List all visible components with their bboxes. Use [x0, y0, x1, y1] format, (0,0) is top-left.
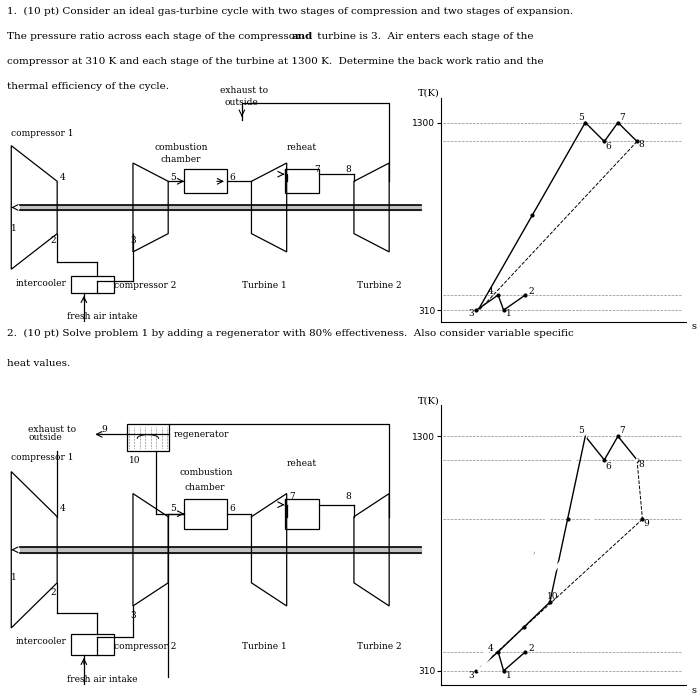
Text: 2.  (10 pt) Solve problem 1 by adding a regenerator with 80% effectiveness.  Als: 2. (10 pt) Solve problem 1 by adding a r…: [7, 329, 574, 338]
Text: Turbine 2: Turbine 2: [357, 281, 402, 290]
Text: 3: 3: [468, 671, 474, 680]
Text: T(K): T(K): [418, 396, 440, 405]
Text: combustion: combustion: [154, 143, 208, 152]
Text: 3: 3: [131, 611, 136, 620]
Text: T(K): T(K): [418, 89, 440, 98]
Text: 10: 10: [547, 591, 559, 600]
Text: 3: 3: [131, 236, 136, 245]
Text: 7: 7: [289, 491, 295, 500]
Text: compressor 1: compressor 1: [11, 129, 74, 138]
Text: 4: 4: [487, 287, 493, 296]
Text: 6: 6: [229, 173, 234, 182]
Text: combustion: combustion: [180, 468, 233, 477]
Text: 8: 8: [638, 460, 644, 469]
Text: 4: 4: [487, 644, 493, 653]
Text: reheat: reheat: [287, 459, 317, 468]
Text: 5: 5: [578, 113, 584, 122]
Text: 6: 6: [229, 504, 234, 512]
Text: 10: 10: [129, 456, 140, 465]
Bar: [71, 276, 113, 293]
Text: 7: 7: [314, 165, 320, 174]
Text: compressor 2: compressor 2: [113, 642, 176, 651]
Bar: [284, 169, 319, 193]
Text: 1: 1: [506, 671, 512, 680]
Text: fresh air intake: fresh air intake: [66, 312, 137, 321]
Text: The pressure ratio across each stage of the compressor: The pressure ratio across each stage of …: [7, 32, 303, 41]
Text: compressor 2: compressor 2: [113, 281, 176, 290]
Text: 4: 4: [60, 173, 65, 182]
Text: 7: 7: [620, 426, 625, 435]
Bar: [71, 634, 113, 655]
Text: heat values.: heat values.: [7, 359, 70, 368]
Bar: [184, 498, 227, 528]
Text: 2: 2: [528, 287, 533, 296]
Text: 9: 9: [644, 519, 650, 528]
Text: 2: 2: [51, 236, 57, 245]
Text: chamber: chamber: [184, 482, 225, 491]
Text: 2: 2: [51, 588, 57, 597]
Text: intercooler: intercooler: [16, 637, 66, 647]
Text: 9: 9: [101, 424, 106, 433]
Text: 8: 8: [345, 165, 351, 174]
Text: 5: 5: [170, 504, 176, 512]
Text: 8: 8: [638, 140, 644, 149]
Text: s: s: [692, 686, 696, 696]
Text: 2: 2: [528, 644, 533, 653]
Text: outside: outside: [225, 99, 258, 107]
Text: compressor at 310 K and each stage of the turbine at 1300 K.  Determine the back: compressor at 310 K and each stage of th…: [7, 57, 544, 66]
Text: 1: 1: [506, 309, 512, 318]
Text: thermal efficiency of the cycle.: thermal efficiency of the cycle.: [7, 82, 169, 92]
Bar: [284, 498, 319, 528]
Text: 6: 6: [606, 463, 611, 471]
Text: 8: 8: [345, 491, 351, 500]
Text: 6: 6: [606, 142, 611, 151]
Text: Turbine 1: Turbine 1: [242, 281, 286, 290]
Text: outside: outside: [28, 433, 62, 442]
Text: regenerator: regenerator: [174, 430, 229, 439]
Text: intercooler: intercooler: [16, 279, 66, 288]
Text: 4: 4: [60, 504, 65, 512]
Text: 3: 3: [468, 309, 474, 318]
Text: Turbine 1: Turbine 1: [242, 642, 286, 651]
Text: fresh air intake: fresh air intake: [66, 675, 137, 684]
Bar: [184, 169, 227, 193]
Text: reheat: reheat: [287, 143, 317, 152]
Bar: [127, 424, 169, 451]
Text: compressor 1: compressor 1: [11, 452, 74, 461]
Text: 5: 5: [170, 173, 176, 182]
Text: exhaust to: exhaust to: [220, 87, 269, 95]
Text: turbine is 3.  Air enters each stage of the: turbine is 3. Air enters each stage of t…: [314, 32, 534, 41]
Text: s: s: [692, 322, 696, 331]
Text: 1: 1: [11, 572, 17, 582]
Text: 1: 1: [11, 224, 17, 233]
Text: Turbine 2: Turbine 2: [357, 642, 402, 651]
Text: 7: 7: [620, 113, 625, 122]
Text: 1.  (10 pt) Consider an ideal gas-turbine cycle with two stages of compression a: 1. (10 pt) Consider an ideal gas-turbine…: [7, 7, 573, 16]
Text: chamber: chamber: [161, 155, 201, 164]
Text: and: and: [292, 32, 313, 41]
Text: exhaust to: exhaust to: [28, 424, 76, 433]
Text: 5: 5: [578, 426, 584, 435]
